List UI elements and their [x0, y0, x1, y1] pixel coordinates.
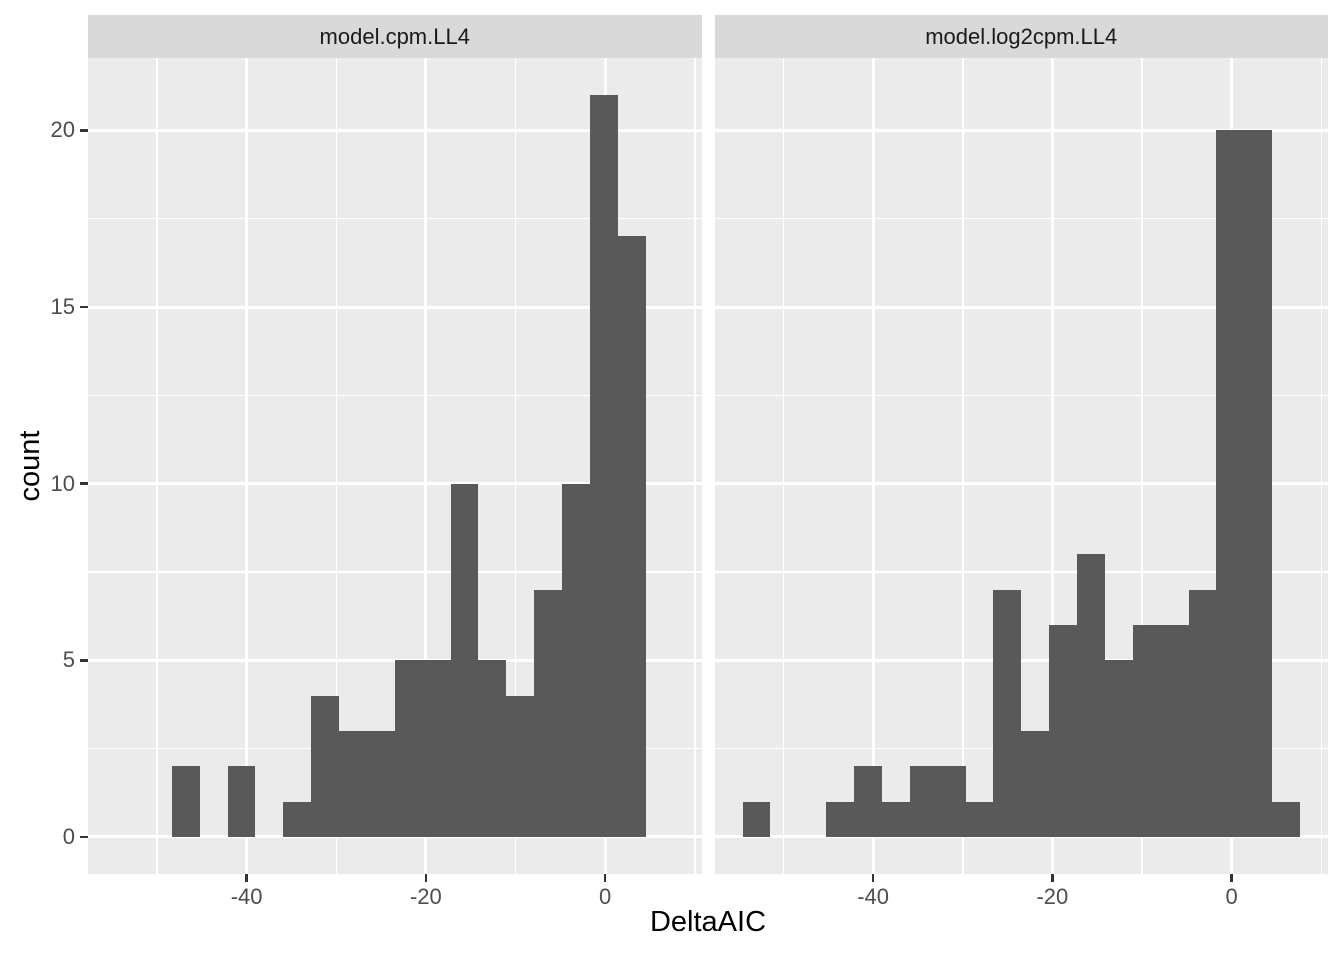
x-tick-label: -40: [857, 884, 890, 909]
facet-strip-model-cpm-ll4: model.cpm.LL4: [88, 15, 702, 58]
histogram-bar: [881, 801, 910, 837]
histogram-bar: [1188, 589, 1217, 837]
y-axis-tick: [80, 659, 88, 662]
gridline-minor-vertical: [962, 58, 964, 874]
histogram-bar: [171, 766, 200, 837]
y-tick-label: 15: [50, 294, 75, 320]
histogram-bar: [589, 95, 618, 837]
gridline-minor-horizontal: [88, 217, 702, 220]
gridline-major-horizontal: [88, 128, 702, 132]
gridline-minor-vertical: [514, 58, 517, 874]
gridline-minor-horizontal: [88, 394, 702, 397]
gridline-major-vertical: [871, 58, 875, 874]
facet-strip-model-log2cpm-ll4: model.log2cpm.LL4: [714, 15, 1328, 58]
gridline-minor-vertical: [156, 58, 158, 874]
y-tick-label: 0: [62, 823, 75, 849]
histogram-bar: [1216, 130, 1245, 837]
histogram-bar: [283, 801, 312, 837]
histogram-bar: [1021, 730, 1050, 837]
histogram-bar: [366, 730, 395, 837]
gridline-minor-horizontal: [714, 217, 1328, 220]
gridline-major-vertical: [424, 58, 428, 874]
histogram-bar: [478, 660, 507, 837]
gridline-major-horizontal: [88, 835, 702, 839]
gridline-major-horizontal: [714, 128, 1328, 132]
y-tick-label: 20: [50, 117, 75, 143]
histogram-bar: [394, 660, 423, 837]
histogram-bar: [742, 801, 771, 837]
x-axis-tick: [1051, 874, 1054, 882]
gridline-major-horizontal: [714, 835, 1328, 839]
gridline-major-vertical: [1050, 58, 1054, 874]
histogram-bar: [993, 589, 1022, 837]
x-tick-label: -20: [409, 884, 442, 909]
histogram-bar: [534, 589, 563, 837]
gridline-major-horizontal: [88, 305, 702, 309]
gridline-minor-vertical: [1320, 58, 1323, 874]
facet-strip-label: model.log2cpm.LL4: [925, 23, 1118, 49]
x-tick-label: -40: [230, 884, 263, 909]
x-axis-tick: [424, 874, 428, 882]
histogram-bar: [1132, 624, 1161, 837]
histogram-bar: [227, 766, 256, 837]
x-tick-label: 0: [599, 884, 612, 909]
gridline-major-horizontal: [88, 482, 702, 486]
histogram-bar: [1160, 624, 1189, 837]
gridline-minor-horizontal: [714, 571, 1328, 573]
histogram-bar: [1244, 130, 1273, 837]
gridline-minor-vertical: [694, 58, 696, 874]
y-axis-tick: [80, 835, 88, 839]
histogram-bar: [965, 801, 994, 837]
x-axis-tick: [1230, 874, 1233, 882]
y-tick-label: 10: [50, 470, 75, 496]
histogram-bar: [1272, 801, 1301, 837]
x-axis-tick: [603, 874, 607, 882]
gridline-minor-horizontal: [714, 394, 1328, 397]
histogram-bar: [854, 766, 882, 837]
y-axis-tick: [80, 305, 88, 309]
histogram-bar: [1049, 624, 1078, 837]
histogram-bar: [1077, 554, 1105, 837]
histogram-bar: [1104, 660, 1133, 837]
x-tick-label: 0: [1225, 884, 1238, 909]
histogram-bar: [422, 660, 451, 837]
facet-panel-model-log2cpm-ll4: [714, 58, 1328, 874]
y-axis-tick: [80, 129, 88, 132]
histogram-bar: [339, 730, 367, 837]
gridline-major-vertical: [245, 58, 249, 874]
histogram-bar: [937, 766, 966, 837]
x-axis-title: DeltaAIC: [649, 906, 767, 938]
histogram-bar: [617, 236, 646, 837]
gridline-minor-vertical: [335, 58, 338, 874]
histogram-bar: [562, 483, 590, 837]
y-axis-tick: [80, 482, 88, 485]
x-axis-tick: [871, 874, 875, 882]
gridline-major-horizontal: [88, 658, 702, 662]
x-tick-label: -20: [1036, 884, 1069, 909]
gridline-major-horizontal: [714, 482, 1328, 486]
facet-panel-model-cpm-ll4: [88, 58, 702, 874]
gridline-major-horizontal: [714, 305, 1328, 309]
histogram-bar: [826, 801, 855, 837]
gridline-minor-horizontal: [88, 571, 702, 573]
facet-strip-label: model.cpm.LL4: [319, 23, 470, 49]
gridline-minor-vertical: [1141, 58, 1143, 874]
x-axis-tick: [245, 874, 248, 882]
histogram-bar: [311, 695, 340, 837]
histogram-bar: [506, 695, 535, 837]
gridline-minor-vertical: [782, 58, 785, 874]
histogram-bar: [450, 483, 479, 837]
histogram-bar: [909, 766, 938, 837]
y-tick-label: 5: [62, 647, 75, 673]
